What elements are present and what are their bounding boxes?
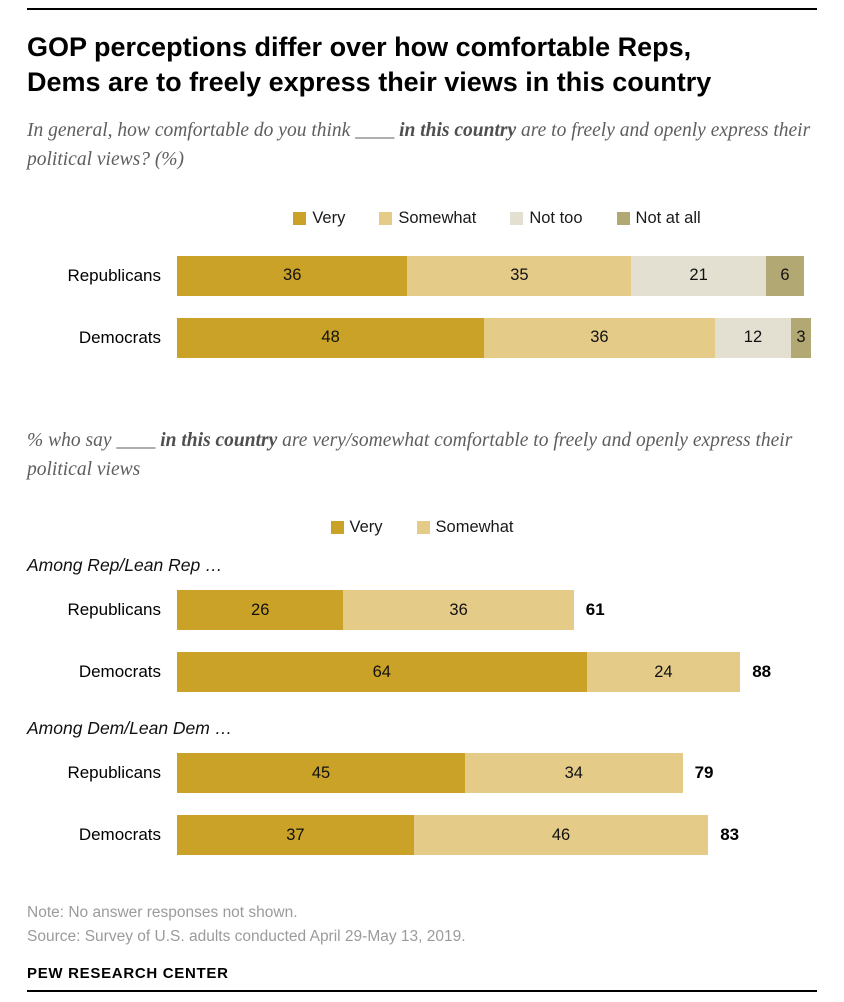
legend-item-not-at-all: Not at all: [616, 208, 701, 228]
bar-segment-somewhat: 34: [465, 753, 683, 794]
bar-segment-not-too: 21: [631, 255, 766, 296]
legend-label: Not too: [529, 208, 583, 227]
page-title-line-2: Dems are to freely express their views i…: [27, 67, 712, 98]
bar-segment-not-at-all: 6: [765, 255, 805, 296]
legend-swatch-icon: [510, 211, 524, 225]
group-label-among-dem-lean-dem: Among Dem/Lean Dem …: [27, 718, 233, 739]
legend-swatch-icon: [416, 521, 430, 535]
category-label: Republicans: [67, 763, 161, 783]
bar-segment-very: 37: [177, 815, 414, 856]
bar-segment-not-at-all: 3: [791, 317, 811, 358]
category-label: Democrats: [78, 662, 161, 682]
bar-segment-somewhat: 46: [413, 815, 709, 856]
bar-segment-very: 26: [177, 590, 344, 631]
chart1-row-republicans: Republicans 36 35 21 6: [27, 255, 817, 296]
total-value-label: 83: [720, 825, 740, 845]
source-line: Source: Survey of U.S. adults conducted …: [27, 928, 466, 946]
bar-segment-somewhat: 24: [586, 652, 741, 693]
chart2-subtitle-emphasis: in this country: [160, 429, 278, 451]
chart2-row-democrats: Democrats 37 46 83: [27, 815, 817, 856]
bar-segment-very: 64: [177, 652, 587, 693]
bar-segment-not-too: 12: [714, 317, 792, 358]
chart1-stacked-bars: Republicans 36 35 21 6 Democrats 48 36 12 3: [27, 255, 817, 380]
chart2-row-democrats: Democrats 64 24 88: [27, 652, 817, 693]
legend-item-not-too: Not too: [510, 208, 583, 228]
group-label-among-rep-lean-rep: Among Rep/Lean Rep …: [27, 555, 223, 576]
chart2-grouped-bars: Among Rep/Lean Rep … Republicans 26 36 61 Dem…: [27, 537, 817, 877]
legend-swatch-icon: [293, 211, 307, 225]
page-title-line-1: GOP perceptions differ over how comforta…: [27, 32, 692, 62]
stacked-bar: 36 35 21 6: [177, 255, 817, 296]
chart1-subtitle: In general, how comfortable do you think…: [27, 116, 817, 175]
category-label: Democrats: [78, 825, 161, 845]
stacked-bar: 64 24 88: [177, 652, 817, 693]
chart1-subtitle-emphasis: in this country: [399, 120, 517, 142]
legend-swatch-icon: [616, 211, 630, 225]
top-rule: [27, 8, 817, 10]
footnote: Note: No answer responses not shown.: [27, 904, 298, 922]
chart2-row-republicans: Republicans 45 34 79: [27, 753, 817, 794]
category-label: Republicans: [67, 265, 161, 285]
stacked-bar: 26 36 61: [177, 590, 817, 631]
total-value-label: 61: [585, 600, 605, 620]
legend-item-very: Very: [293, 209, 345, 228]
legend-label: Very: [312, 208, 346, 227]
legend-item-somewhat: Somewhat: [416, 518, 514, 537]
bar-segment-very: 48: [177, 317, 485, 358]
legend-label: Very: [349, 518, 383, 537]
bar-segment-somewhat: 36: [343, 590, 574, 631]
chart2-legend: Very Somewhat: [27, 518, 817, 537]
category-label: Republicans: [67, 600, 161, 620]
chart1-legend: Very Somewhat Not too Not at all: [27, 209, 817, 228]
category-label: Democrats: [78, 327, 161, 347]
legend-swatch-icon: [379, 211, 393, 225]
stacked-bar: 37 46 83: [177, 815, 817, 856]
legend-item-somewhat: Somewhat: [379, 209, 476, 228]
bottom-rule: [27, 990, 817, 992]
chart1-subtitle-suffix: are to freely and openly express their p…: [27, 120, 811, 171]
legend-label: Somewhat: [398, 208, 477, 227]
total-value-label: 88: [752, 662, 772, 682]
bar-segment-very: 36: [177, 255, 408, 296]
total-value-label: 79: [694, 763, 714, 783]
stacked-bar: 48 36 12 3: [177, 317, 817, 358]
legend-label: Somewhat: [435, 518, 514, 537]
page-title: GOP perceptions differ over how comforta…: [27, 30, 817, 100]
chart2-subtitle: % who say ____ in this country are very/…: [27, 426, 817, 485]
chart1-row-democrats: Democrats 48 36 12 3: [27, 317, 817, 358]
chart2-row-republicans: Republicans 26 36 61: [27, 590, 817, 631]
chart2-subtitle-prefix: % who say ____: [27, 429, 161, 451]
legend-swatch-icon: [330, 521, 344, 535]
brand-name: PEW RESEARCH CENTER: [27, 965, 229, 983]
legend-label: Not at all: [635, 208, 701, 227]
bar-segment-somewhat: 35: [407, 255, 632, 296]
stacked-bar: 45 34 79: [177, 753, 817, 794]
legend-item-very: Very: [330, 518, 383, 537]
chart2-subtitle-suffix: are very/somewhat comfortable to freely …: [27, 429, 793, 480]
bar-segment-very: 45: [177, 753, 465, 794]
chart1-subtitle-prefix: In general, how comfortable do you think…: [27, 120, 400, 142]
bar-segment-somewhat: 36: [484, 317, 715, 358]
